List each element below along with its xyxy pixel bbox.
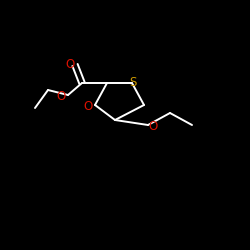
Text: O: O [84,100,92,112]
Text: O: O [56,90,66,102]
Text: O: O [148,120,158,134]
Text: O: O [66,58,74,70]
Text: S: S [129,76,137,90]
